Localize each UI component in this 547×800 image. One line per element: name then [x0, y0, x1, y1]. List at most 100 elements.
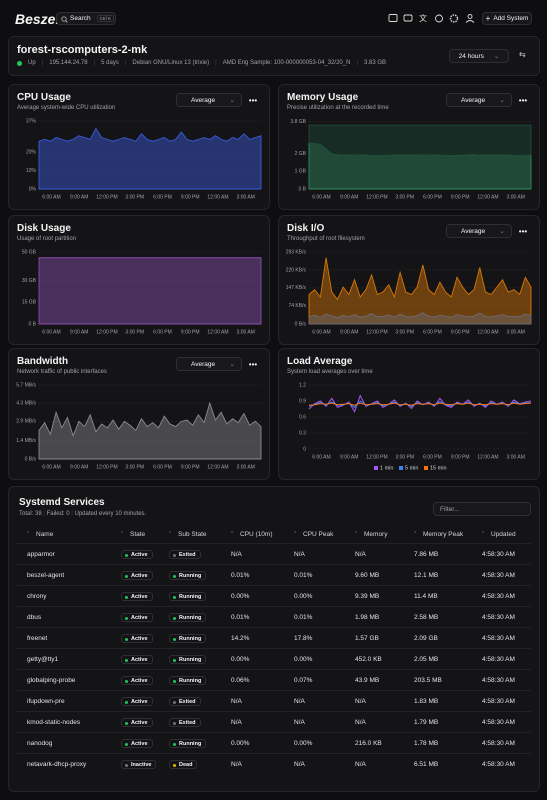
- x-tick-label: 9:00 AM: [340, 194, 358, 200]
- filter-input[interactable]: Filter...: [433, 502, 531, 516]
- area: [38, 257, 262, 325]
- aggregate-select[interactable]: Average ⌄: [176, 93, 242, 107]
- cell: 4:58:30 AM: [482, 656, 515, 663]
- cell: ifupdown-pre: [27, 698, 65, 705]
- status-text: Active: [131, 573, 148, 579]
- aggregate-select[interactable]: Average ⌄: [446, 224, 512, 238]
- status-text: Exited: [179, 720, 196, 726]
- x-tick-label: 9:00 AM: [70, 329, 88, 335]
- cell: N/A: [294, 719, 305, 726]
- status-dot: [173, 679, 176, 683]
- x-tick-label: 3:00 AM: [237, 194, 255, 200]
- table-row[interactable]: dbus Active Running 0.01% 0.01% 1.98 MB 2.58 M…: [17, 606, 531, 627]
- icon-user[interactable]: [467, 14, 473, 19]
- chart-plot: 0 0.3 0.6 0.9 1.2 6:00 AM 9:00 AM 12:00 PM 3:00 …: [299, 382, 532, 471]
- y-tick-label: 1.2: [299, 382, 306, 388]
- legend-label: 15 min: [430, 465, 447, 471]
- table-row[interactable]: getty@tty1 Active Running 0.00% 0.00% 452.0 K…: [17, 648, 531, 669]
- cell: N/A: [355, 698, 366, 705]
- system-card: forest-rscomputers-2-mk Up | 195.144.24.7…: [8, 36, 540, 76]
- shortcut: Ctrl K: [96, 15, 114, 22]
- icon-drive[interactable]: [403, 14, 413, 22]
- chart-card: CPU Usage Average system-wide CPU utiliza…: [8, 84, 270, 210]
- layout-toggle[interactable]: ⇆: [519, 50, 526, 59]
- x-tick-label: 9:00 PM: [451, 329, 470, 335]
- cell: 1.83 MB: [414, 698, 439, 705]
- chart-title: CPU Usage: [17, 92, 71, 103]
- cell: nanodog: [27, 740, 53, 747]
- more-button[interactable]: •••: [518, 95, 528, 105]
- table-row[interactable]: nanodog Active Running 0.00% 0.00% 216.0 KB 1.…: [17, 732, 531, 753]
- table-row[interactable]: kmod-static-nodes Active Exited N/A N/A N/A 1.…: [17, 711, 531, 732]
- status-badge: Active: [121, 655, 153, 664]
- table-row[interactable]: beszel-agent Active Running 0.01% 0.01% 9.60 …: [17, 564, 531, 585]
- cell: N/A: [231, 761, 242, 768]
- column-header[interactable]: Updated: [491, 531, 516, 538]
- column-header[interactable]: Memory Peak: [423, 531, 464, 538]
- x-tick-label: 3:00 PM: [125, 329, 144, 335]
- y-tick-label: 1.4 MB/s: [16, 438, 36, 444]
- chevron: ⌄: [229, 361, 235, 368]
- cell: 0.01%: [294, 572, 313, 579]
- cell: N/A: [355, 719, 366, 726]
- column-header[interactable]: Memory: [364, 531, 388, 538]
- x-tick-label: 3:00 AM: [237, 329, 255, 335]
- status-text: Running: [179, 678, 202, 684]
- y-tick-label: 0%: [29, 186, 37, 192]
- chevron: ⌄: [229, 97, 235, 104]
- cell: 1.98 MB: [355, 614, 380, 621]
- table-row[interactable]: freenet Active Running 14.2% 17.8% 1.57 GB 2.0…: [17, 627, 531, 648]
- table-row[interactable]: apparmor Active Exited N/A N/A N/A 7.86 MB 4:58…: [17, 543, 531, 564]
- table-row[interactable]: chrony Active Running 0.00% 0.00% 9.39 MB 11.4…: [17, 585, 531, 606]
- chevron: ⌄: [499, 228, 505, 235]
- x-tick-label: 6:00 AM: [312, 194, 330, 200]
- x-tick-label: 9:00 PM: [181, 464, 200, 470]
- chart-subtitle: Precise utilization at the recorded time: [287, 105, 389, 111]
- status-dot: [125, 700, 128, 704]
- search-box[interactable]: Search Ctrl K: [56, 12, 116, 25]
- cell: 9.60 MB: [355, 572, 380, 579]
- status-text: Active: [131, 615, 148, 621]
- column-header[interactable]: CPU Peak: [303, 531, 334, 538]
- icon-language[interactable]: 文: [419, 13, 427, 23]
- sep: |: [124, 60, 127, 66]
- cell: kmod-static-nodes: [27, 719, 81, 726]
- cell: 9.39 MB: [355, 593, 380, 600]
- x-tick-label: 12:00 PM: [96, 194, 117, 200]
- table-row[interactable]: ifupdown-pre Active Exited N/A N/A N/A 1.83 MB…: [17, 690, 531, 711]
- cell: 0.00%: [231, 740, 250, 747]
- more-button[interactable]: •••: [248, 95, 258, 105]
- y-tick-label: 50 GB: [22, 249, 37, 255]
- chart-card: Bandwidth Network traffic of public inter…: [8, 348, 270, 480]
- legend-swatch: [399, 466, 403, 470]
- x-tick-label: 12:00 AM: [207, 464, 228, 470]
- range-select[interactable]: 24 hours ⌄: [449, 49, 509, 63]
- legend-label: 1 min: [380, 465, 393, 471]
- aggregate-select[interactable]: Average ⌄: [446, 93, 512, 107]
- cell: chrony: [27, 593, 47, 600]
- cell: N/A: [355, 761, 366, 768]
- x-tick-label: 6:00 AM: [42, 194, 60, 200]
- add-system-button[interactable]: + Add System: [482, 12, 532, 25]
- status-badge: Exited: [169, 697, 201, 706]
- column-header[interactable]: Sub State: [178, 531, 207, 538]
- logo[interactable]: Beszel: [15, 11, 60, 27]
- column-header[interactable]: CPU (10m): [240, 531, 273, 538]
- header-icons[interactable]: 文: [385, 12, 480, 25]
- table-row[interactable]: netavark-dhcp-proxy Inactive Dead N/A N/A N/A…: [17, 753, 531, 774]
- area: [308, 124, 532, 157]
- column-header[interactable]: State: [130, 531, 146, 538]
- y-tick-label: 10%: [26, 168, 37, 174]
- more-button[interactable]: •••: [248, 359, 258, 369]
- cell: 0.01%: [294, 614, 313, 621]
- more-button[interactable]: •••: [518, 226, 528, 236]
- status-dot: [17, 60, 22, 66]
- icon-settings[interactable]: [449, 14, 459, 23]
- aggregate-select[interactable]: Average ⌄: [176, 357, 242, 371]
- legend-swatch: [374, 466, 378, 470]
- table-row[interactable]: globalping-probe Active Running 0.06% 0.07% 4…: [17, 669, 531, 690]
- cell: getty@tty1: [27, 656, 59, 663]
- column-header[interactable]: Name: [36, 531, 54, 538]
- icon-theme[interactable]: [435, 14, 443, 23]
- icon-containers[interactable]: [388, 14, 398, 22]
